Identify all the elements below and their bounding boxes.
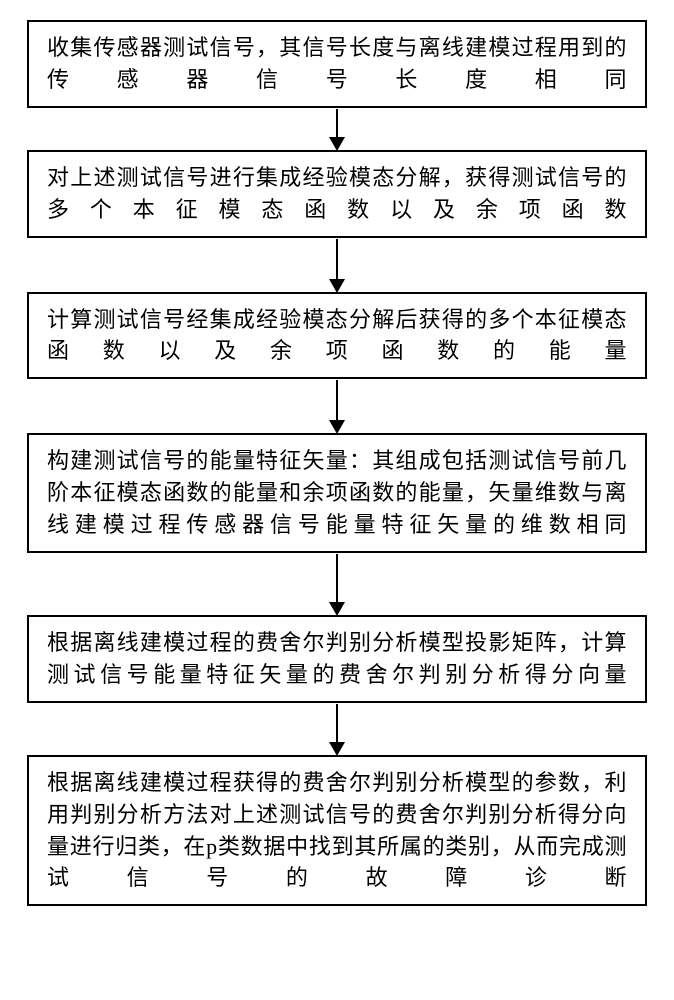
arrow-3	[329, 380, 345, 434]
step-box-4: 构建测试信号的能量特征矢量：其组成包括测试信号前几阶本征模态函数的能量和余项函数…	[27, 433, 647, 553]
arrow-5	[329, 704, 345, 756]
arrow-head-icon	[329, 420, 345, 434]
arrow-line	[336, 704, 338, 742]
arrow-line	[336, 109, 338, 137]
step-box-5: 根据离线建模过程的费舍尔判别分析模型投影矩阵，计算测试信号能量特征矢量的费舍尔判…	[27, 615, 647, 703]
arrow-head-icon	[329, 279, 345, 293]
step-text: 计算测试信号经集成经验模态分解后获得的多个本征模态函数以及余项函数的能量	[47, 307, 627, 364]
step-box-3: 计算测试信号经集成经验模态分解后获得的多个本征模态函数以及余项函数的能量	[27, 292, 647, 380]
arrow-head-icon	[329, 742, 345, 756]
step-box-1: 收集传感器测试信号，其信号长度与离线建模过程用到的传感器信号长度相同	[27, 20, 647, 108]
step-text: 收集传感器测试信号，其信号长度与离线建模过程用到的传感器信号长度相同	[47, 35, 627, 92]
arrow-1	[329, 109, 345, 151]
arrow-head-icon	[329, 602, 345, 616]
step-text: 根据离线建模过程的费舍尔判别分析模型投影矩阵，计算测试信号能量特征矢量的费舍尔判…	[47, 630, 627, 687]
step-box-2: 对上述测试信号进行集成经验模态分解，获得测试信号的多个本征模态函数以及余项函数	[27, 150, 647, 238]
step-text: 构建测试信号的能量特征矢量：其组成包括测试信号前几阶本征模态函数的能量和余项函数…	[47, 448, 627, 537]
arrow-head-icon	[329, 137, 345, 151]
flowchart-container: 收集传感器测试信号，其信号长度与离线建模过程用到的传感器信号长度相同 对上述测试…	[20, 20, 654, 906]
step-text: 对上述测试信号进行集成经验模态分解，获得测试信号的多个本征模态函数以及余项函数	[47, 165, 627, 222]
arrow-line	[336, 554, 338, 602]
arrow-line	[336, 380, 338, 420]
arrow-line	[336, 239, 338, 279]
step-text: 根据离线建模过程获得的费舍尔判别分析模型的参数，利用判别分析方法对上述测试信号的…	[47, 770, 627, 891]
arrow-4	[329, 554, 345, 616]
arrow-2	[329, 239, 345, 293]
step-box-6: 根据离线建模过程获得的费舍尔判别分析模型的参数，利用判别分析方法对上述测试信号的…	[27, 755, 647, 907]
